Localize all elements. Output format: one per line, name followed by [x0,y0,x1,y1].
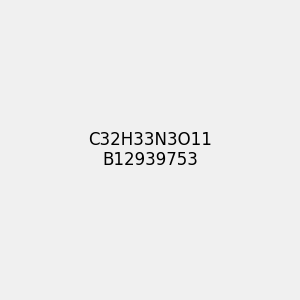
Text: C32H33N3O11
B12939753: C32H33N3O11 B12939753 [88,130,212,170]
